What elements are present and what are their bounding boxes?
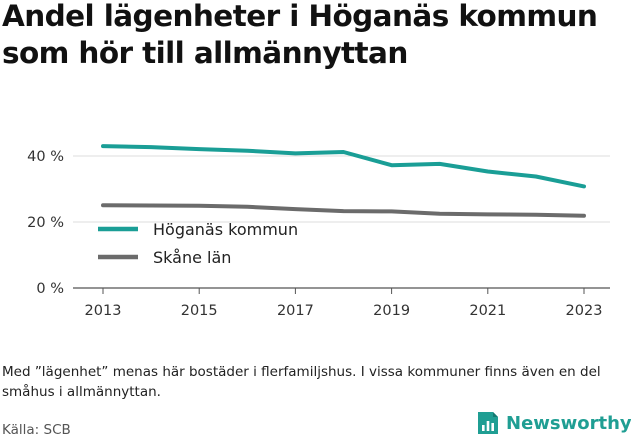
brand-name: Newsworthy xyxy=(506,412,631,434)
x-tick-label: 2019 xyxy=(373,303,410,319)
source-text: Källa: SCB xyxy=(2,422,71,438)
y-tick-label: 40 % xyxy=(27,149,64,165)
series-line-0 xyxy=(101,144,586,189)
x-tick-label: 2015 xyxy=(181,303,218,319)
y-tick-label: 20 % xyxy=(27,215,64,231)
gridlines xyxy=(73,155,610,289)
series-lines xyxy=(101,144,586,218)
legend-label: Skåne län xyxy=(153,248,231,267)
line-chart: 0 % 20 % 40 % 2013 2015 2017 2019 2021 2023 Hög… xyxy=(27,144,610,319)
x-tick-label: 2017 xyxy=(277,303,314,319)
chart-note: Med ”lägenhet” menas här bostäder i fler… xyxy=(2,364,601,400)
x-axis-ticks: 2013 2015 2017 2019 2021 2023 xyxy=(85,288,603,319)
legend-label: Höganäs kommun xyxy=(153,220,298,239)
x-tick-label: 2013 xyxy=(85,303,122,319)
series-line-1 xyxy=(101,203,586,218)
x-tick-label: 2021 xyxy=(469,303,506,319)
chart-title: Andel lägenheter i Höganäs kommun som hö… xyxy=(2,0,598,70)
brand-logo-link[interactable]: Newsworthy xyxy=(476,409,631,437)
y-tick-label: 0 % xyxy=(36,281,64,297)
x-tick-label: 2023 xyxy=(566,303,603,319)
y-axis-ticks: 0 % 20 % 40 % xyxy=(27,149,64,297)
chart-document-icon xyxy=(478,412,498,434)
legend: Höganäs kommun Skåne län xyxy=(98,220,298,267)
